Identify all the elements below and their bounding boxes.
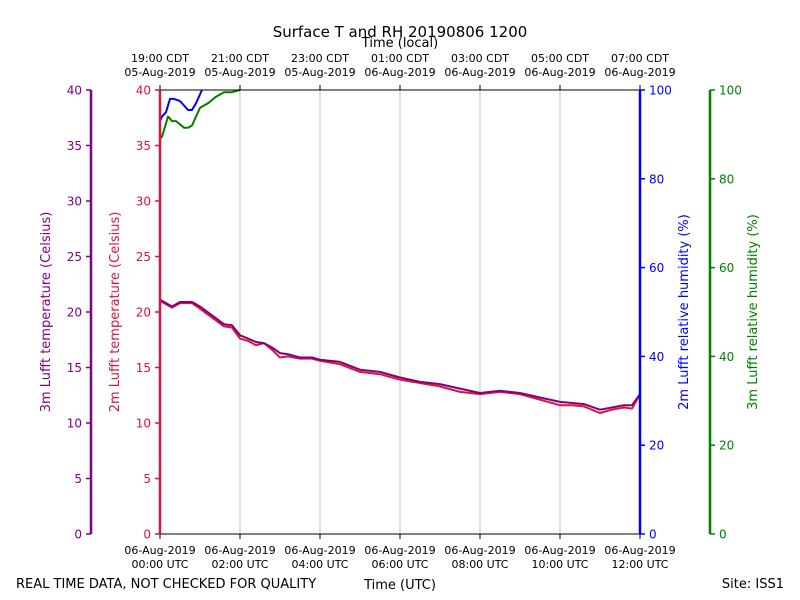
series-line-rh3m bbox=[159, 89, 241, 140]
x-tick-time-label: 04:00 UTC bbox=[291, 558, 348, 571]
site-label: Site: ISS1 bbox=[722, 577, 784, 592]
rh3m-axis-label: 3m Lufft relative humidity (%) bbox=[746, 214, 761, 410]
series-line-t2m bbox=[159, 300, 641, 414]
x-axis-label: Time (UTC) bbox=[363, 578, 436, 593]
t2m-tick-label: 0 bbox=[143, 528, 151, 542]
chart-title: Surface T and RH 20190806 1200 bbox=[273, 23, 528, 41]
t2m-tick-label: 30 bbox=[136, 195, 151, 209]
rh3m-tick-label: 40 bbox=[719, 350, 734, 364]
rh2m-tick-label: 80 bbox=[649, 172, 664, 186]
t3m-tick-label: 25 bbox=[67, 250, 82, 264]
x-tick-time-label: 00:00 UTC bbox=[131, 558, 188, 571]
top-tick-date-label: 05-Aug-2019 bbox=[124, 66, 195, 79]
t2m-axis-label: 2m Lufft temperature (Celsius) bbox=[108, 212, 123, 413]
t3m-tick-label: 10 bbox=[67, 417, 82, 431]
t2m-tick-label: 25 bbox=[136, 250, 151, 264]
rh2m-tick-label: 60 bbox=[649, 261, 664, 275]
top-axis-label: Time (local) bbox=[361, 36, 438, 51]
t3m-tick-label: 20 bbox=[67, 306, 82, 320]
top-tick-date-label: 06-Aug-2019 bbox=[364, 66, 435, 79]
t3m-tick-label: 40 bbox=[67, 84, 82, 98]
t2m-tick-label: 20 bbox=[136, 306, 151, 320]
top-tick-time-label: 01:00 CDT bbox=[371, 52, 429, 65]
top-tick-time-label: 03:00 CDT bbox=[451, 52, 509, 65]
t3m-tick-label: 0 bbox=[74, 528, 82, 542]
top-tick-date-label: 06-Aug-2019 bbox=[604, 66, 675, 79]
t2m-tick-label: 10 bbox=[136, 417, 151, 431]
top-tick-time-label: 05:00 CDT bbox=[531, 52, 589, 65]
t2m-tick-label: 40 bbox=[136, 84, 151, 98]
x-tick-date-label: 06-Aug-2019 bbox=[204, 544, 275, 557]
x-tick-date-label: 06-Aug-2019 bbox=[284, 544, 355, 557]
rh3m-tick-label: 60 bbox=[719, 261, 734, 275]
top-tick-time-label: 21:00 CDT bbox=[211, 52, 269, 65]
series-lines bbox=[159, 89, 641, 414]
rh3m-tick-label: 20 bbox=[719, 439, 734, 453]
x-tick-time-label: 02:00 UTC bbox=[211, 558, 268, 571]
series-line-rh2m bbox=[159, 89, 203, 122]
top-tick-date-label: 06-Aug-2019 bbox=[444, 66, 515, 79]
series-line-t3m bbox=[159, 298, 641, 411]
x-tick-date-label: 06-Aug-2019 bbox=[524, 544, 595, 557]
t3m-tick-label: 35 bbox=[67, 139, 82, 153]
x-tick-time-label: 10:00 UTC bbox=[531, 558, 588, 571]
t3m-tick-label: 5 bbox=[74, 472, 82, 486]
rh2m-axis-label: 2m Lufft relative humidity (%) bbox=[677, 214, 692, 410]
top-tick-date-label: 05-Aug-2019 bbox=[204, 66, 275, 79]
top-tick-time-label: 07:00 CDT bbox=[611, 52, 669, 65]
quality-note: REAL TIME DATA, NOT CHECKED FOR QUALITY bbox=[16, 577, 316, 592]
x-tick-date-label: 06-Aug-2019 bbox=[364, 544, 435, 557]
top-tick-time-label: 19:00 CDT bbox=[131, 52, 189, 65]
gridlines bbox=[239, 90, 561, 534]
rh2m-tick-label: 100 bbox=[649, 84, 672, 98]
rh2m-tick-label: 20 bbox=[649, 439, 664, 453]
rh3m-tick-label: 100 bbox=[719, 84, 742, 98]
t3m-tick-label: 30 bbox=[67, 195, 82, 209]
x-tick-date-label: 06-Aug-2019 bbox=[604, 544, 675, 557]
top-tick-date-label: 06-Aug-2019 bbox=[524, 66, 595, 79]
top-tick-date-label: 05-Aug-2019 bbox=[284, 66, 355, 79]
x-tick-time-label: 12:00 UTC bbox=[611, 558, 668, 571]
rh3m-tick-label: 0 bbox=[719, 528, 727, 542]
x-tick-time-label: 08:00 UTC bbox=[451, 558, 508, 571]
top-tick-time-label: 23:00 CDT bbox=[291, 52, 349, 65]
x-tick-date-label: 06-Aug-2019 bbox=[444, 544, 515, 557]
rh2m-tick-label: 40 bbox=[649, 350, 664, 364]
rh2m-tick-label: 0 bbox=[649, 528, 657, 542]
t2m-tick-label: 35 bbox=[136, 139, 151, 153]
t3m-tick-label: 15 bbox=[67, 361, 82, 375]
x-tick-time-label: 06:00 UTC bbox=[371, 558, 428, 571]
rh3m-tick-label: 80 bbox=[719, 172, 734, 186]
t2m-tick-label: 5 bbox=[143, 472, 151, 486]
t2m-tick-label: 15 bbox=[136, 361, 151, 375]
x-tick-date-label: 06-Aug-2019 bbox=[124, 544, 195, 557]
t3m-axis-label: 3m Lufft temperature (Celsius) bbox=[39, 212, 54, 413]
